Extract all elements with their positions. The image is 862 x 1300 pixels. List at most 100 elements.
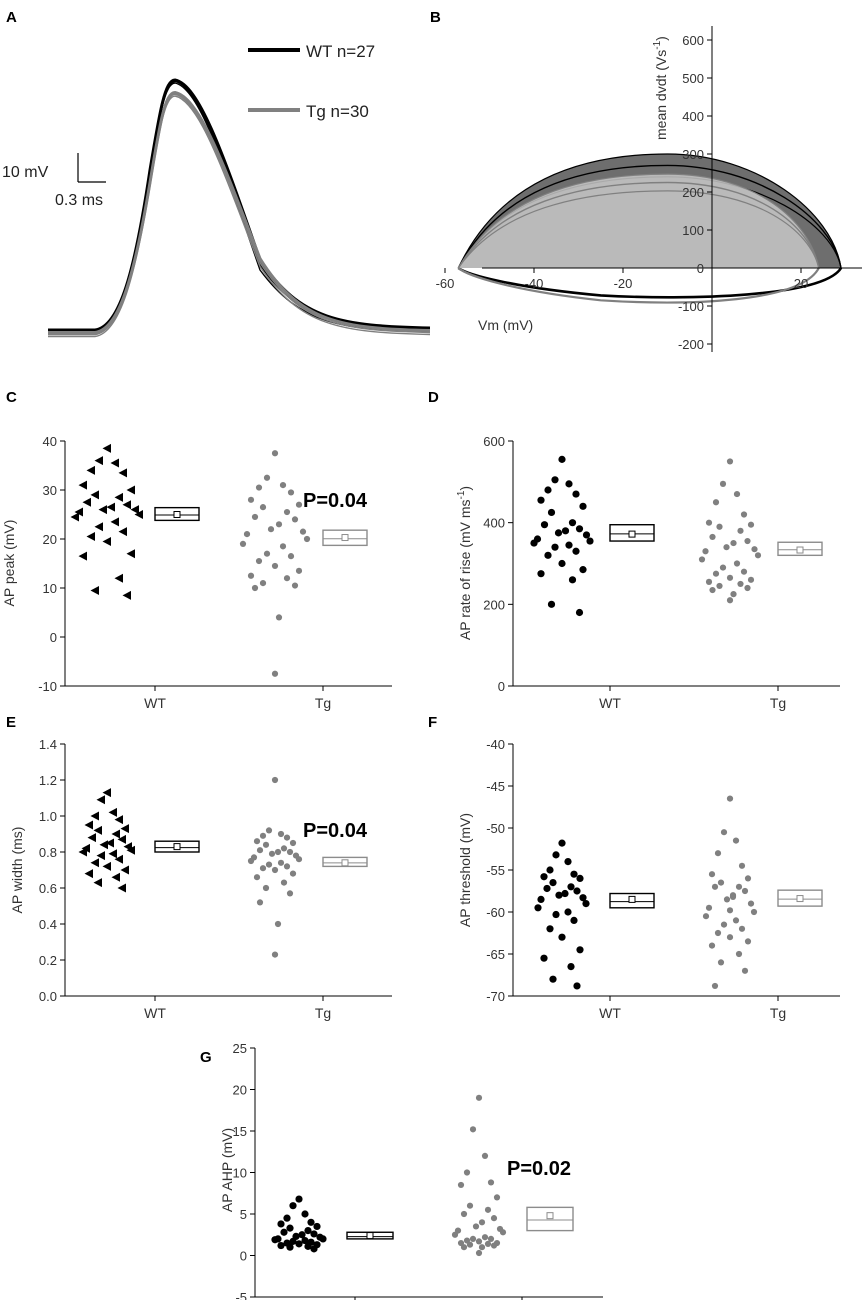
d-tg-point [726,458,734,465]
e-wt-point [99,840,108,850]
d-tg-point [719,480,727,487]
g-wt-point [307,1218,315,1226]
e-wt-point [102,861,111,871]
c-tg-point [255,484,263,491]
f-wt-point [537,895,545,904]
f-tg-point [732,917,740,924]
f-tg-point [750,908,758,916]
e-wt-point [117,883,126,893]
d-tg-point [737,580,744,588]
c-wt-point [102,536,111,546]
g-tg-point [460,1210,468,1218]
f-wt-point [576,874,584,883]
e-tg-box [322,856,368,868]
d-tg-point [709,586,716,594]
e-y-tick-label: 1.2 [39,773,57,788]
g-wt-point [295,1240,303,1248]
e-wt-point [87,833,96,843]
f-wt-point [564,858,572,866]
c-wt-point [90,585,99,595]
f-wt-box [609,892,655,909]
f-tg-point [708,942,716,949]
d-wt-point [568,576,577,584]
tg-phase-mean [457,181,820,269]
e-y-tick-label: 0.8 [39,845,57,860]
g-tg-point [469,1235,477,1242]
c-tg-point [239,540,247,548]
c-x-tick-label: Tg [315,695,331,711]
e-tg-point [271,951,279,958]
e-tg-point [256,899,264,906]
d-tg-box [777,541,823,557]
phase-y-tick-label: -100 [678,299,704,314]
d-wt-point [551,476,559,484]
c-y-tick-label: -10 [38,679,57,694]
wt-phase-mean [457,164,842,269]
e-p-value: P=0.04 [303,820,368,842]
c-tg-point [295,567,303,574]
f-wt-point [540,873,548,881]
c-tg-point [271,450,279,457]
f-tg-point [711,883,719,890]
e-tg-point [265,827,273,834]
f-wt-point [570,916,578,925]
tg-phase-upper [457,173,820,269]
d-y-axis-label: AP rate of rise (mV ms-1) [456,486,473,640]
e-wt-mean-marker [173,843,181,851]
g-tg-point [499,1229,507,1236]
c-tg-point [275,521,283,528]
panel-label-g: G [200,1049,212,1066]
e-tg-point [280,879,288,886]
d-wt-point [530,539,538,547]
e-wt-point [111,872,120,882]
e-wt-point [105,838,114,848]
phase-x-axis-label: Vm (mV) [478,317,533,333]
g-wt-point [313,1222,321,1231]
e-tg-point [274,920,282,928]
f-tg-point [738,925,746,932]
c-wt-point [122,500,131,510]
e-tg-point [283,834,291,841]
c-wt-point [94,522,103,532]
d-wt-point [544,551,552,559]
f-tg-point [708,871,716,878]
f-tg-point [714,929,722,937]
c-wt-point [102,443,111,453]
d-wt-point [586,537,594,545]
g-tg-point [490,1215,498,1222]
e-tg-point [253,874,261,881]
f-wt-point [576,946,584,954]
d-tg-point [716,523,723,530]
d-wt-box [609,524,655,542]
c-x-tick-label: WT [144,695,166,711]
g-wt-point [289,1202,297,1210]
c-wt-point [118,468,127,478]
d-tg-point [740,511,748,518]
c-tg-point [299,528,307,535]
e-tg-point [286,848,294,856]
f-tg-point [726,907,734,914]
legend-wt-label: WT n=27 [306,42,375,61]
f-tg-point [744,938,752,945]
d-wt-point [551,543,559,551]
e-wt-point [90,858,99,868]
d-tg-point [726,597,734,604]
d-wt-point [568,519,577,527]
e-wt-point [114,815,123,825]
c-wt-point [134,510,143,519]
g-wt-mean-marker [366,1232,374,1240]
d-tg-point [698,556,706,563]
e-tg-point [295,856,303,863]
c-y-tick-label: 20 [43,532,57,547]
f-wt-point [540,954,548,962]
panel-c-ap-peak: AP peak (mV) P=0.04 -10 0 10 20 30 40 WT Tg [1,434,392,711]
wt-phase-repolarization [457,266,843,299]
c-wt-point [122,590,131,600]
scalebar-x-label: 0.3 ms [55,192,103,209]
panel-label-b: B [430,9,441,26]
g-y-tick-label: 25 [233,1041,247,1056]
g-tg-point [478,1244,486,1251]
panel-g-ap-ahp: AP AHP (mV) P=0.02 -50510152025WTTg [219,1041,603,1300]
d-wt-point [582,531,591,539]
